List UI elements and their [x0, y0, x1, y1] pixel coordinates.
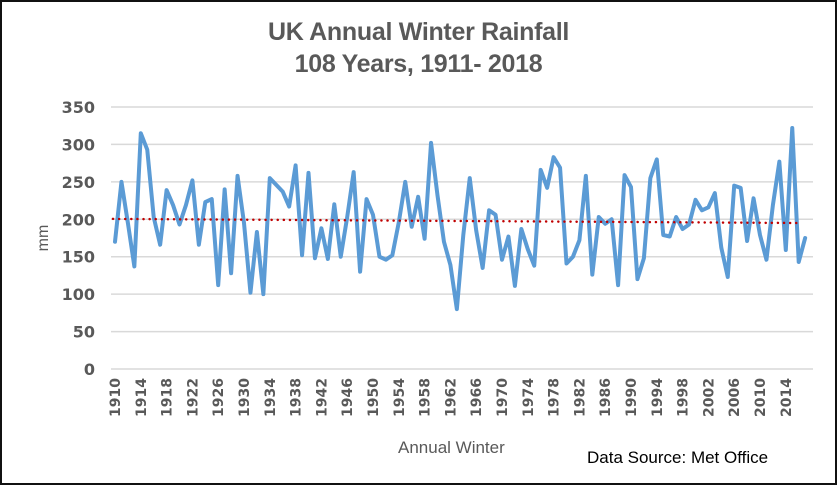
y-tick-label: 50: [73, 323, 95, 342]
x-tick-label: 1958: [418, 378, 434, 417]
x-tick-label: 1946: [340, 378, 356, 417]
x-axis-label: Annual Winter: [398, 438, 505, 457]
x-tick-label: 1966: [469, 378, 485, 417]
x-tick-label: 1918: [160, 378, 176, 417]
data-source-note: Data Source: Met Office: [587, 448, 769, 467]
rainfall-series-line: [113, 125, 808, 312]
x-tick-label: 1914: [134, 378, 150, 417]
x-tick-label: 1934: [263, 378, 279, 417]
x-tick-label: 2006: [727, 378, 743, 417]
x-tick-label: 1930: [237, 378, 253, 417]
y-axis-ticks: 0 50 100 150 200 250 300 350: [62, 98, 95, 379]
x-tick-label: 2010: [753, 378, 769, 417]
y-tick-label: 200: [62, 210, 95, 229]
x-tick-label: 1926: [211, 378, 227, 417]
x-tick-label: 1942: [314, 378, 330, 417]
x-tick-label: 1998: [676, 378, 692, 417]
x-tick-label: 1974: [521, 378, 537, 417]
chart-subtitle: 108 Years, 1911- 2018: [294, 50, 543, 78]
x-tick-label: 1954: [392, 378, 408, 417]
y-tick-label: 0: [84, 360, 95, 379]
x-axis-ticks: 1910 1914 1918 1922 1926 1930 1934 1938 1942 1946…: [108, 378, 795, 417]
chart-title: UK Annual Winter Rainfall: [267, 18, 570, 46]
y-axis-label: mm: [35, 225, 52, 252]
y-tick-label: 100: [62, 285, 95, 304]
y-tick-label: 150: [62, 248, 95, 267]
y-tick-label: 300: [62, 135, 95, 154]
trend-line: [111, 217, 802, 225]
x-tick-label: 1978: [547, 378, 563, 417]
x-tick-label: 1910: [108, 378, 124, 417]
x-tick-label: 1922: [185, 378, 201, 417]
x-tick-label: 1938: [289, 378, 305, 417]
x-tick-label: 1986: [598, 378, 614, 417]
x-tick-label: 1970: [495, 378, 511, 417]
x-tick-label: 1982: [572, 378, 588, 417]
x-tick-label: 1950: [366, 378, 382, 417]
y-tick-label: 250: [62, 173, 95, 192]
x-tick-label: 1990: [624, 378, 640, 417]
x-tick-label: 2002: [701, 378, 717, 417]
x-tick-label: 1962: [443, 378, 459, 417]
series-layer: [111, 125, 808, 312]
x-tick-label: 1994: [650, 378, 666, 417]
y-tick-label: 350: [62, 98, 95, 117]
x-tick-label: 2014: [779, 378, 795, 417]
